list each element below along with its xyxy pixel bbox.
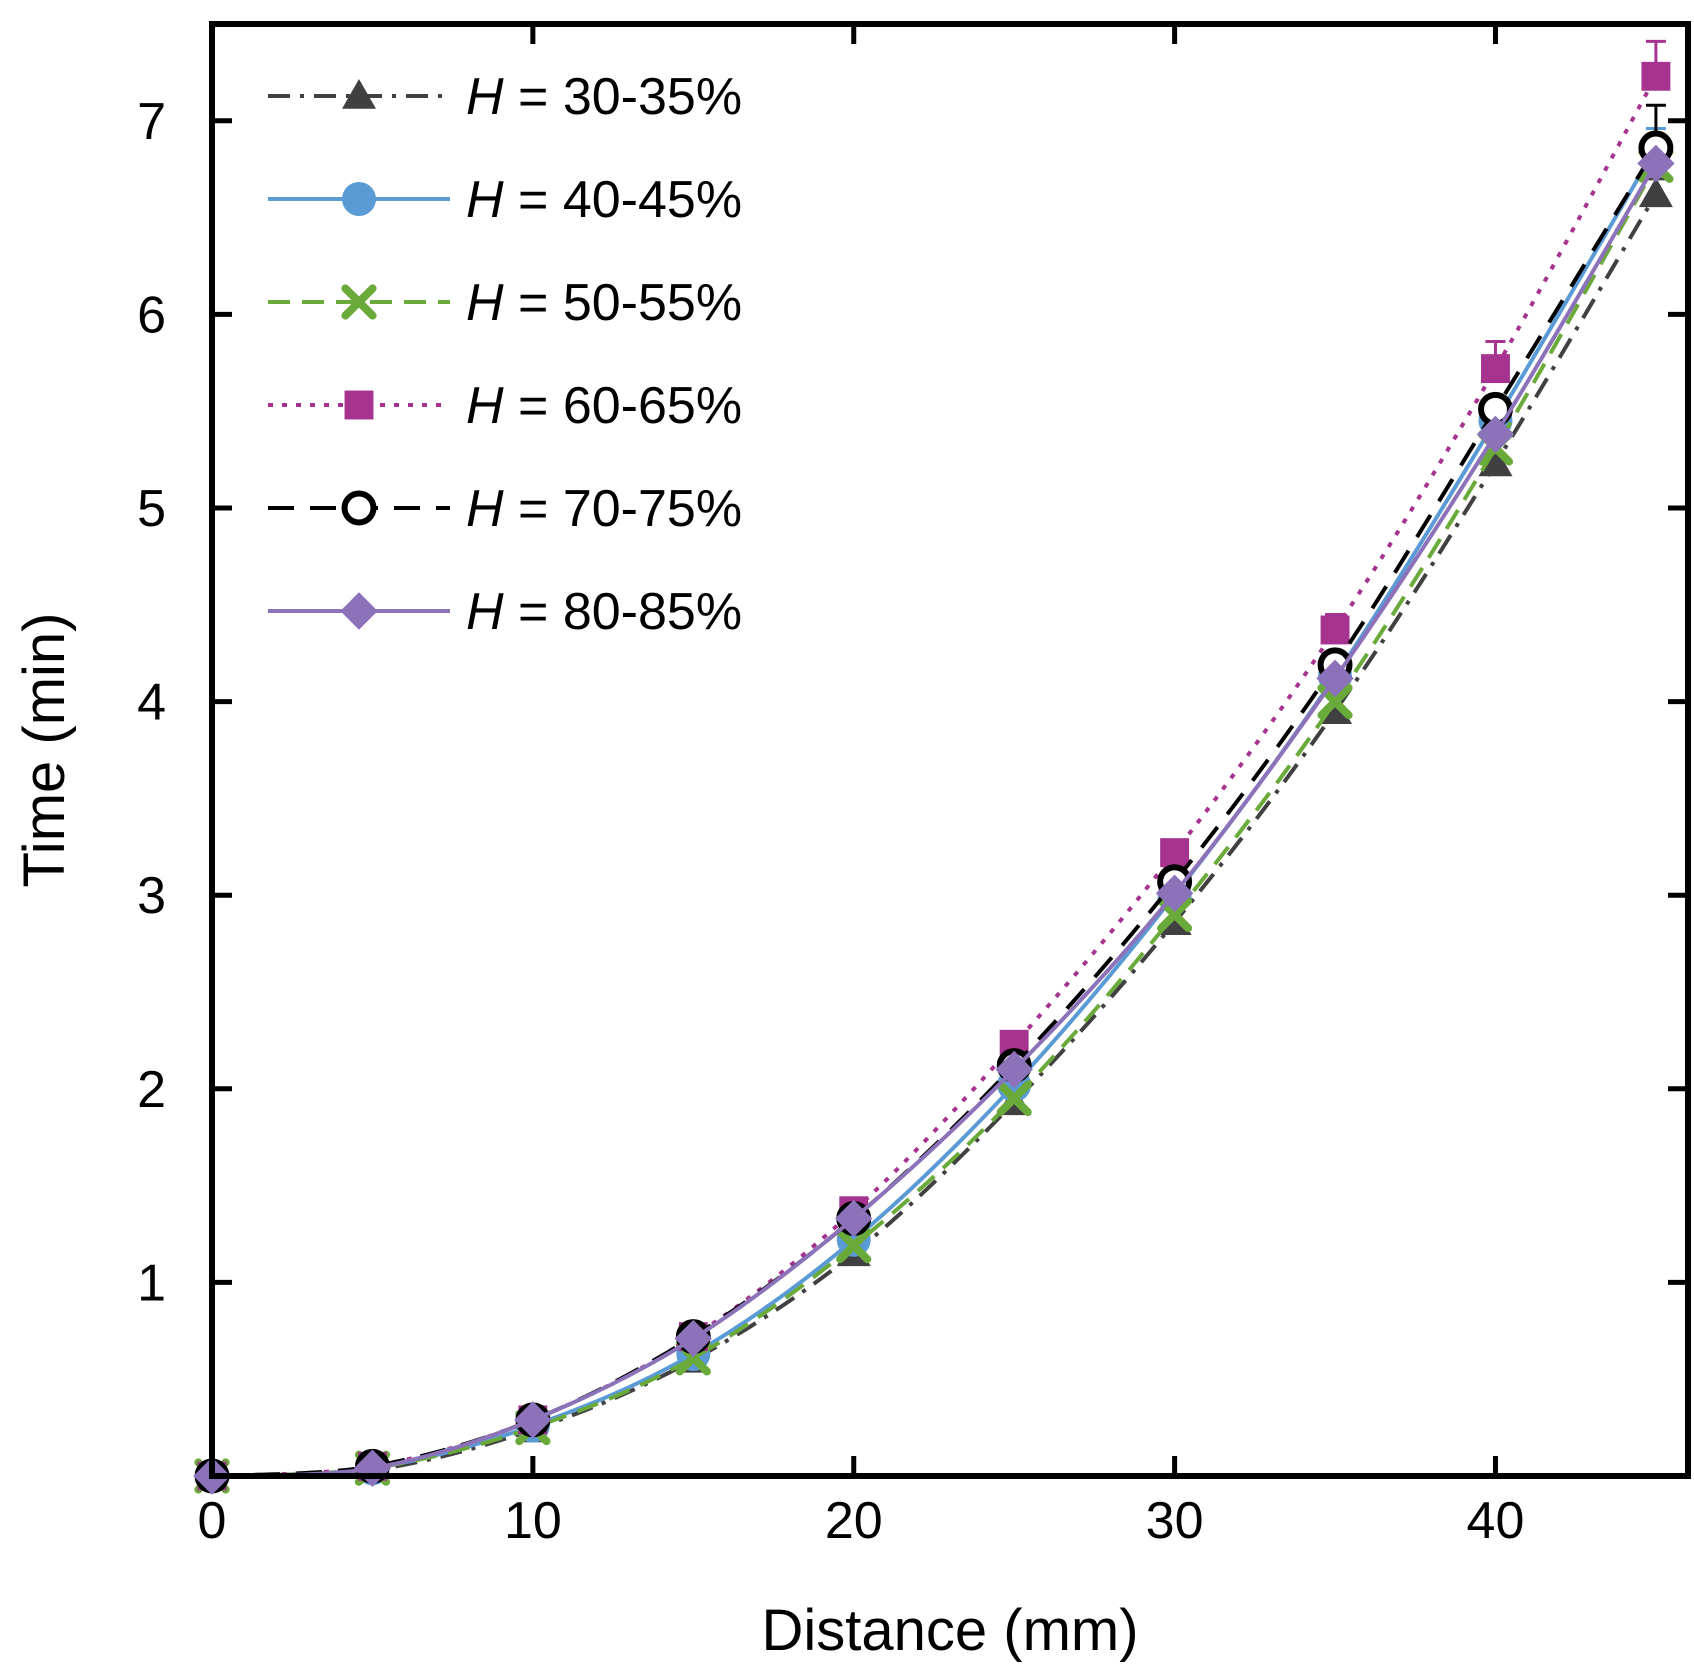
series-5-line (211, 146, 1658, 1478)
series-1 (195, 177, 1673, 1489)
plot-area (193, 39, 1675, 1495)
series-4-point (1320, 615, 1350, 645)
series-6-point (1476, 415, 1515, 454)
series-2-line (211, 146, 1658, 1478)
legend-label-range: = 70-75% (504, 480, 743, 538)
legend-label-variable: H (466, 377, 504, 435)
series-4-line (211, 75, 1658, 1478)
legend-marker (342, 79, 376, 109)
x-tick-label: 20 (825, 1492, 883, 1550)
series-2 (195, 127, 1673, 1493)
legend-marker (341, 284, 377, 320)
series-6-line (211, 162, 1658, 1478)
series-6-point (995, 1050, 1033, 1089)
legend-label-variable: H (466, 583, 504, 641)
x-axis-title: Distance (mm) (761, 1598, 1138, 1663)
x-tick-label: 30 (1146, 1492, 1204, 1550)
series-4-point (1481, 354, 1510, 384)
x-tick-label: 40 (1467, 1492, 1525, 1550)
series-4-point (1160, 838, 1190, 868)
legend-marker (341, 490, 377, 526)
legend-marker (340, 592, 378, 630)
legend-label-range: = 40-45% (504, 171, 743, 229)
legend-entry-6: H = 80-85% (268, 583, 742, 641)
legend-label-range: = 50-55% (504, 274, 743, 332)
series-4-point (1641, 61, 1671, 91)
y-tick-label: 5 (137, 480, 166, 538)
series-3-line (211, 164, 1658, 1478)
legend-entry-2: H = 40-45% (268, 171, 742, 229)
legend-label: H = 80-85% (466, 583, 742, 641)
series-6-point (674, 1319, 713, 1358)
legend-label-variable: H (466, 480, 504, 538)
legend: H = 30-35%H = 40-45%H = 50-55%H = 60-65%… (268, 68, 742, 641)
series-3-point (836, 1228, 872, 1264)
series-3 (194, 144, 1674, 1494)
legend-label-variable: H (466, 274, 504, 332)
legend-entry-1: H = 30-35% (268, 68, 742, 126)
series-6-point (1637, 144, 1675, 183)
legend-entry-4: H = 60-65% (268, 377, 742, 435)
plot-frame (209, 21, 1691, 1479)
y-tick-label: 3 (137, 867, 166, 925)
y-tick-label: 7 (137, 93, 166, 151)
legend-label-variable: H (466, 171, 504, 229)
series-1-line (211, 193, 1658, 1478)
legend-label: H = 50-55% (466, 274, 742, 332)
legend-entry-3: H = 50-55% (268, 274, 742, 332)
series-6 (193, 144, 1675, 1495)
legend-label: H = 40-45% (466, 171, 742, 229)
legend-label-range: = 60-65% (504, 377, 743, 435)
legend-entry-5: H = 70-75% (268, 480, 742, 538)
legend-label-range: = 30-35% (504, 68, 743, 126)
legend-label: H = 70-75% (466, 480, 742, 538)
legend-label-variable: H (466, 68, 504, 126)
y-tick-label: 4 (137, 674, 166, 732)
legend-marker (344, 390, 374, 420)
series-6-point (1155, 874, 1194, 912)
series-1-point (1478, 446, 1513, 477)
y-tick-label: 1 (137, 1254, 166, 1312)
series-6-point (1316, 659, 1354, 698)
series-4 (197, 39, 1671, 1491)
legend-label-range: = 80-85% (504, 583, 743, 641)
legend-label: H = 30-35% (466, 68, 742, 126)
series-5 (194, 103, 1674, 1494)
y-tick-label: 6 (137, 286, 166, 344)
legend-marker (342, 182, 376, 216)
series-1-point (1638, 177, 1673, 208)
series-6-point (353, 1449, 392, 1487)
series-6-point (514, 1401, 552, 1439)
x-tick-label: 10 (504, 1492, 562, 1550)
y-axis-title: Time (min) (12, 613, 77, 888)
legend-label: H = 60-65% (466, 377, 742, 435)
series-6-point (835, 1199, 873, 1238)
y-tick-label: 2 (137, 1061, 166, 1119)
x-tick-label: 0 (198, 1492, 227, 1550)
series-3-point (996, 1080, 1032, 1117)
axes: Distance (mm) Time (min) 0 10 20 30 40 1 2 3 4 5 6… (12, 21, 1691, 1663)
